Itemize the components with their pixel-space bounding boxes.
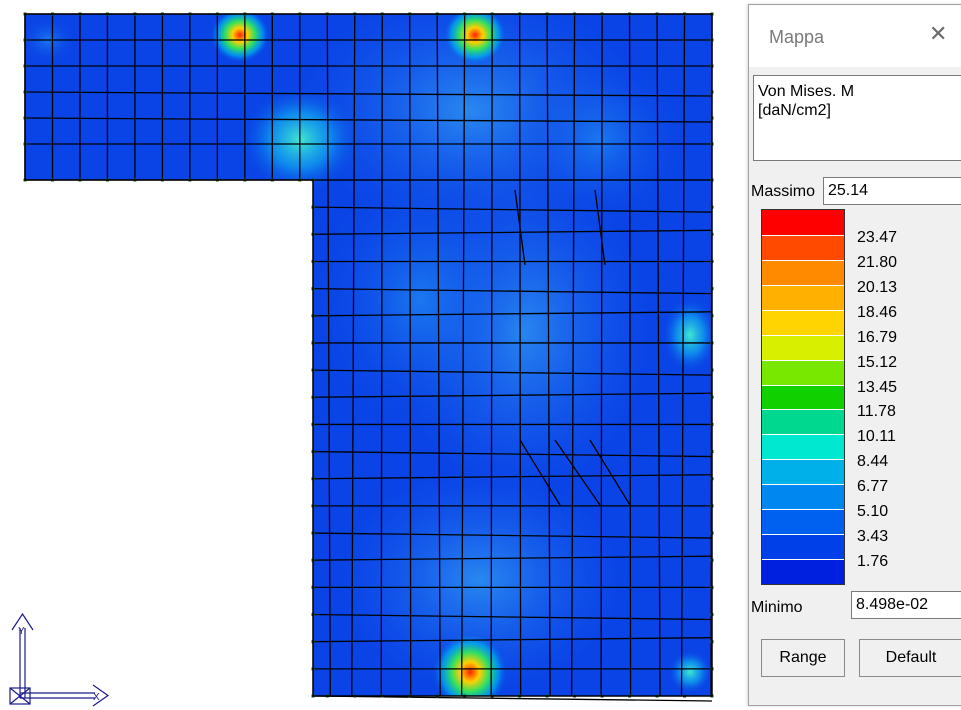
- min-label: Minimo: [751, 599, 803, 616]
- mesh-edge: [312, 637, 713, 643]
- color-band: [762, 334, 844, 361]
- scale-tick-label: 15.12: [857, 353, 898, 371]
- mesh-edge: [409, 13, 412, 697]
- scale-tick-label: 3.43: [857, 528, 889, 546]
- mesh-edge: [514, 189, 526, 266]
- window-title: Mappa: [769, 27, 825, 47]
- color-band: [762, 359, 844, 386]
- mesh-edge: [312, 229, 713, 235]
- color-band: [762, 384, 844, 410]
- max-value-field[interactable]: 25.14: [823, 177, 961, 205]
- scale-tick-label: 21.80: [857, 253, 898, 271]
- mesh-edge: [656, 13, 661, 697]
- mesh-edge: [461, 13, 466, 697]
- mesh-edge: [326, 13, 331, 697]
- mesh-edge: [312, 613, 713, 621]
- mesh-edge: [490, 13, 493, 697]
- mesh-edge: [554, 439, 601, 506]
- mesh-edge: [24, 91, 713, 97]
- color-band: [762, 309, 844, 336]
- scale-tick-label: 6.77: [857, 478, 889, 496]
- mesh-edge: [519, 439, 561, 506]
- color-band-separator: [762, 484, 844, 486]
- mesh-edge: [312, 369, 713, 376]
- scale-tick-label: 5.10: [857, 503, 889, 521]
- mesh-edge: [312, 450, 713, 458]
- color-band: [762, 509, 844, 535]
- color-band-separator: [762, 534, 844, 536]
- max-label: Massimo: [751, 183, 816, 200]
- mesh-edge: [312, 474, 713, 480]
- mesh-edge: [594, 189, 606, 266]
- x-axis-label: X: [93, 692, 100, 703]
- mesh-edge: [312, 695, 713, 702]
- color-band: [762, 534, 844, 560]
- mesh-edge: [628, 13, 632, 697]
- stress-map-svg: [23, 12, 714, 702]
- mesh-edge: [589, 439, 631, 506]
- color-band-separator: [762, 409, 844, 411]
- color-band: [762, 259, 844, 286]
- color-band-separator: [762, 309, 844, 311]
- mesh-edge: [600, 13, 603, 697]
- mesh-edge: [312, 311, 713, 317]
- mesh-edge: [312, 555, 713, 561]
- color-scale-bar: [761, 209, 845, 585]
- mesh-edge: [24, 117, 713, 123]
- default-button[interactable]: Default: [859, 639, 961, 677]
- mesh-edge: [312, 392, 713, 398]
- color-band-separator: [762, 459, 844, 461]
- scale-tick-label: 1.76: [857, 553, 889, 571]
- quantity-units: [daN/cm2]: [758, 102, 831, 119]
- scale-tick-label: 16.79: [857, 328, 898, 346]
- quantity-description: Von Mises. M [daN/cm2]: [753, 75, 961, 161]
- scale-tick-label: 20.13: [857, 278, 898, 296]
- color-band: [762, 559, 844, 585]
- color-band-separator: [762, 334, 844, 336]
- color-band: [762, 210, 844, 236]
- close-icon[interactable]: ✕: [929, 21, 948, 46]
- color-band: [762, 434, 844, 460]
- range-button[interactable]: Range: [761, 639, 845, 677]
- color-band-separator: [762, 384, 844, 386]
- scale-tick-label: 10.11: [857, 428, 896, 446]
- axis-triad: Y X: [9, 612, 110, 707]
- color-band-separator: [762, 234, 844, 236]
- mesh-edge: [570, 13, 576, 697]
- color-band-separator: [762, 434, 844, 436]
- scale-tick-label: 13.45: [857, 378, 898, 396]
- color-band-separator: [762, 284, 844, 286]
- color-band-separator: [762, 259, 844, 261]
- color-band-separator: [762, 509, 844, 511]
- y-axis-label: Y: [18, 626, 25, 637]
- mesh-edge: [351, 13, 356, 697]
- mesh-edge: [312, 206, 713, 213]
- scale-tick-label: 18.46: [857, 303, 898, 321]
- mesh-edge: [546, 13, 551, 697]
- color-band: [762, 459, 844, 485]
- color-band: [762, 234, 844, 261]
- min-value-field[interactable]: 8.498e-02: [851, 591, 961, 619]
- quantity-name: Von Mises. M: [758, 83, 855, 100]
- plate-outline: [24, 13, 713, 697]
- color-band-separator: [762, 559, 844, 561]
- scale-tick-label: 11.78: [857, 403, 896, 421]
- scale-tick-label: 8.44: [857, 453, 889, 471]
- color-band: [762, 484, 844, 510]
- scale-tick-label: 23.47: [857, 228, 898, 246]
- mesh-edge: [380, 13, 383, 697]
- color-band: [762, 284, 844, 311]
- mesh-edge: [680, 13, 686, 697]
- mesh-edge: [312, 287, 713, 295]
- mesh-edge: [312, 532, 713, 539]
- map-legend-window: Mappa ✕ Von Mises. M [daN/cm2] Massimo 2…: [748, 4, 961, 706]
- mesh-edge: [436, 13, 441, 697]
- color-band-separator: [762, 359, 844, 361]
- window-titlebar[interactable]: Mappa ✕: [749, 5, 961, 67]
- fem-viewport[interactable]: Y X: [0, 0, 740, 710]
- color-band: [762, 409, 844, 435]
- mesh-edge: [518, 13, 522, 697]
